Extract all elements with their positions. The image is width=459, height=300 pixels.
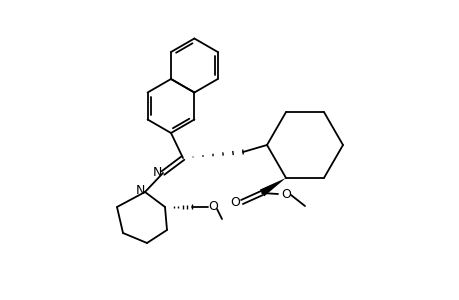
Text: N: N xyxy=(135,184,145,197)
Text: N: N xyxy=(152,166,161,178)
Text: O: O xyxy=(230,196,240,208)
Text: O: O xyxy=(207,200,218,212)
Polygon shape xyxy=(259,178,285,196)
Text: O: O xyxy=(280,188,290,200)
